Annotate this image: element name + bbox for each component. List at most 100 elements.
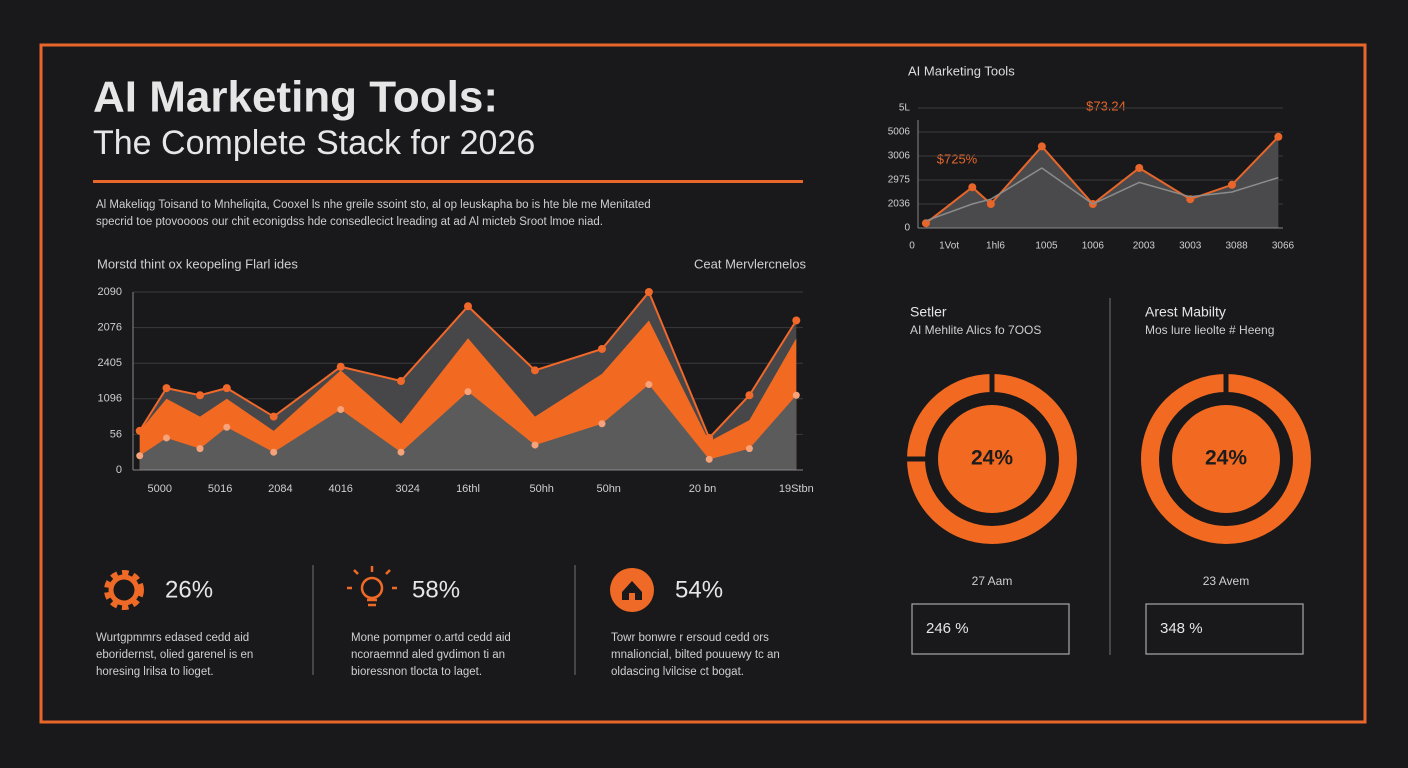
area <box>139 384 797 470</box>
value-box-label: 246 % <box>926 620 969 637</box>
donut-label: 24% <box>971 447 1013 470</box>
point <box>1227 180 1236 189</box>
y-tick-label: 5L <box>899 103 911 114</box>
point <box>397 448 405 456</box>
gear-icon <box>104 570 144 610</box>
x-tick-label: 1006 <box>1082 241 1105 252</box>
frame <box>39 43 1367 724</box>
y-tick-label: 5006 <box>888 127 911 138</box>
x-tick-label: 4016 <box>328 483 352 495</box>
point <box>1135 164 1144 172</box>
chart-label: Ceat Mervlercnelos <box>694 256 806 271</box>
stat-text: eboridernst, olied garenel is en <box>96 649 253 661</box>
x-tick-label: 50hh <box>529 483 553 495</box>
stat-text: horesing lrilsa to lioget. <box>96 666 214 678</box>
point <box>986 200 995 208</box>
title-rule <box>93 180 803 183</box>
point <box>792 391 800 399</box>
point <box>269 412 278 421</box>
x-tick-label: 3024 <box>395 483 419 495</box>
y-tick-label: 2090 <box>98 286 122 298</box>
point <box>1274 132 1283 141</box>
x-tick-label: 3066 <box>1272 241 1295 252</box>
x-tick-label: 16thl <box>456 483 480 495</box>
chart-title: AI Marketing Tools <box>908 63 1015 78</box>
value-box <box>1145 603 1304 655</box>
donut-caption: 27 Aam <box>972 574 1013 588</box>
y-tick-label: 1096 <box>98 393 122 405</box>
point <box>336 362 345 371</box>
y-tick-label: 0 <box>116 464 122 476</box>
y-tick-label: 3006 <box>888 151 911 162</box>
y-tick-label: 0 <box>904 223 910 234</box>
point <box>792 316 801 325</box>
area <box>925 136 1279 228</box>
subtitle: The Complete Stack for 2026 <box>93 124 535 162</box>
stat-text: ncoraemnd aled gvdimon ti an <box>351 649 505 661</box>
x-tick-label: 5016 <box>208 483 232 495</box>
point <box>645 381 653 389</box>
stat-text: Wurtgpmmrs edased cedd aid <box>96 632 249 644</box>
stat-value: 26% <box>165 576 213 603</box>
point <box>464 388 472 396</box>
donut-title: Arest Mabilty <box>1145 304 1226 320</box>
annotation: $725% <box>937 151 978 166</box>
x-tick-label: 5000 <box>148 483 172 495</box>
value-box <box>911 603 1070 655</box>
x-tick-label: 20 bn <box>689 483 717 495</box>
point <box>531 441 539 449</box>
donut-core <box>1166 399 1286 519</box>
point <box>705 455 713 463</box>
point <box>745 391 754 400</box>
stat-text: oldascing lvilcise ct bogat. <box>611 666 744 678</box>
x-tick-label: 1hl6 <box>986 241 1005 252</box>
x-tick-label: 1005 <box>1035 241 1058 252</box>
x-tick-label: 2084 <box>268 483 292 495</box>
x-tick-label: 19Stbn <box>779 483 814 495</box>
line <box>138 290 798 440</box>
x-tick-label: 50hn <box>596 483 620 495</box>
point <box>136 452 144 460</box>
y-tick-label: 56 <box>110 428 122 440</box>
point <box>223 423 231 431</box>
stat-text: bioressnon tlocta to laget. <box>351 666 482 678</box>
y-tick-label: 2405 <box>98 357 122 369</box>
donut-core <box>932 399 1052 519</box>
x-tick-label: 3003 <box>1179 241 1202 252</box>
point <box>196 445 204 453</box>
point <box>531 366 539 375</box>
bulb-icon <box>347 566 397 607</box>
house-icon <box>610 568 654 612</box>
point <box>921 219 930 228</box>
point <box>598 420 606 428</box>
point <box>745 445 753 453</box>
point <box>196 391 204 400</box>
x-tick-label: 0 <box>909 241 915 252</box>
stat-text: Mone pompmer o.artd cedd aid <box>351 632 511 644</box>
stat-value: 54% <box>675 576 723 603</box>
x-tick-label: 3088 <box>1226 241 1249 252</box>
donut-subtitle: Mos lure lieolte # Heeng <box>1145 323 1274 337</box>
point <box>222 384 231 393</box>
title: AI Marketing Tools: <box>93 73 498 122</box>
donut-subtitle: AI Mehlite Alics fo 7OOS <box>910 323 1041 337</box>
line <box>925 167 1279 222</box>
point <box>464 302 472 311</box>
donut-title: Setler <box>910 304 947 320</box>
y-tick-label: 2076 <box>98 322 122 334</box>
point <box>162 384 171 393</box>
y-tick-label: 2975 <box>888 175 911 186</box>
chart-label: Morstd thint ox keopeling Flarl ides <box>97 256 298 271</box>
point <box>644 288 653 296</box>
x-tick-label: 2003 <box>1133 241 1156 252</box>
stat-text: Towr bonwre r ersoud cedd ors <box>611 632 769 644</box>
point <box>1037 142 1046 151</box>
y-tick-label: 2036 <box>888 199 911 210</box>
stat-value: 58% <box>412 576 460 603</box>
x-tick-label: 1Vot <box>939 241 959 252</box>
point <box>163 434 170 442</box>
annotation: $73.24 <box>1086 98 1126 113</box>
description-line: Al Makeliqg Toisand to Mnheliqita, Cooxe… <box>96 199 651 211</box>
